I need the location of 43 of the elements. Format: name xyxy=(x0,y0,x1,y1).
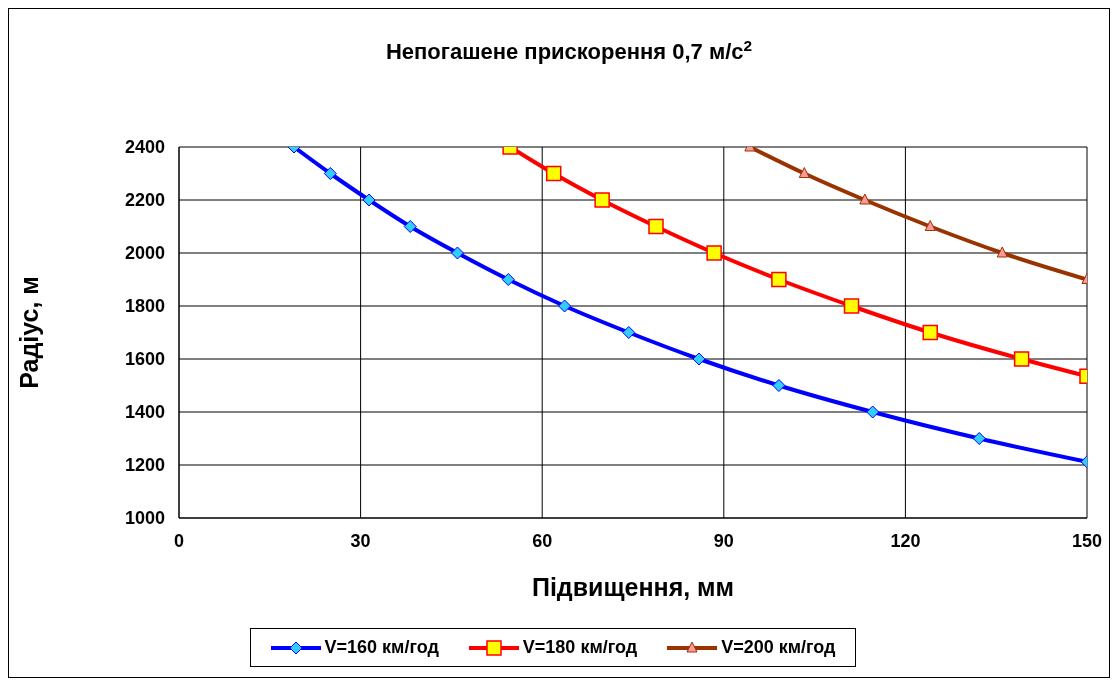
point xyxy=(843,298,860,314)
y-tick-label: 2000 xyxy=(124,243,165,264)
y-tick-label: 1800 xyxy=(124,296,165,317)
legend-label: V=180 км/год xyxy=(522,637,638,658)
y-tick-label: 1200 xyxy=(124,455,165,476)
y-tick-label: 2200 xyxy=(124,190,165,211)
point xyxy=(622,326,636,339)
y-tick-label: 1400 xyxy=(124,402,165,423)
legend-label: V=200 км/год xyxy=(721,637,836,658)
point xyxy=(450,246,464,260)
point xyxy=(996,246,1008,258)
y-axis-title: Радіус, м xyxy=(14,276,43,389)
chart-title: Непогашене прискорення 0,7 м/с$^{2}$ xyxy=(385,36,753,64)
point xyxy=(798,167,810,178)
y-tick-label: 1000 xyxy=(124,508,165,529)
point xyxy=(866,405,880,419)
x-axis-title: Підвищення, мм xyxy=(531,572,735,601)
y-tick-label: 2400 xyxy=(124,137,165,158)
point xyxy=(692,352,706,366)
y-tick-label: 1600 xyxy=(124,349,165,370)
point xyxy=(706,245,722,261)
x-tick-label: 0 xyxy=(173,530,185,551)
point xyxy=(501,273,515,286)
point xyxy=(924,220,936,231)
legend-label: V=160 км/год xyxy=(324,637,439,658)
point xyxy=(1013,351,1030,367)
point xyxy=(772,379,786,392)
point xyxy=(859,193,871,205)
point xyxy=(922,324,938,341)
x-tick-label: 60 xyxy=(532,530,553,551)
x-tick-label: 120 xyxy=(890,530,921,551)
point xyxy=(545,165,562,182)
point xyxy=(362,193,376,207)
point xyxy=(972,432,986,445)
x-tick-label: 30 xyxy=(350,530,371,551)
point xyxy=(323,167,337,180)
x-tick-label: 150 xyxy=(1071,530,1103,551)
x-tick-label: 90 xyxy=(713,530,734,551)
point xyxy=(771,271,787,288)
point xyxy=(648,218,664,235)
point xyxy=(594,192,610,208)
point xyxy=(403,220,417,233)
point xyxy=(558,299,572,313)
